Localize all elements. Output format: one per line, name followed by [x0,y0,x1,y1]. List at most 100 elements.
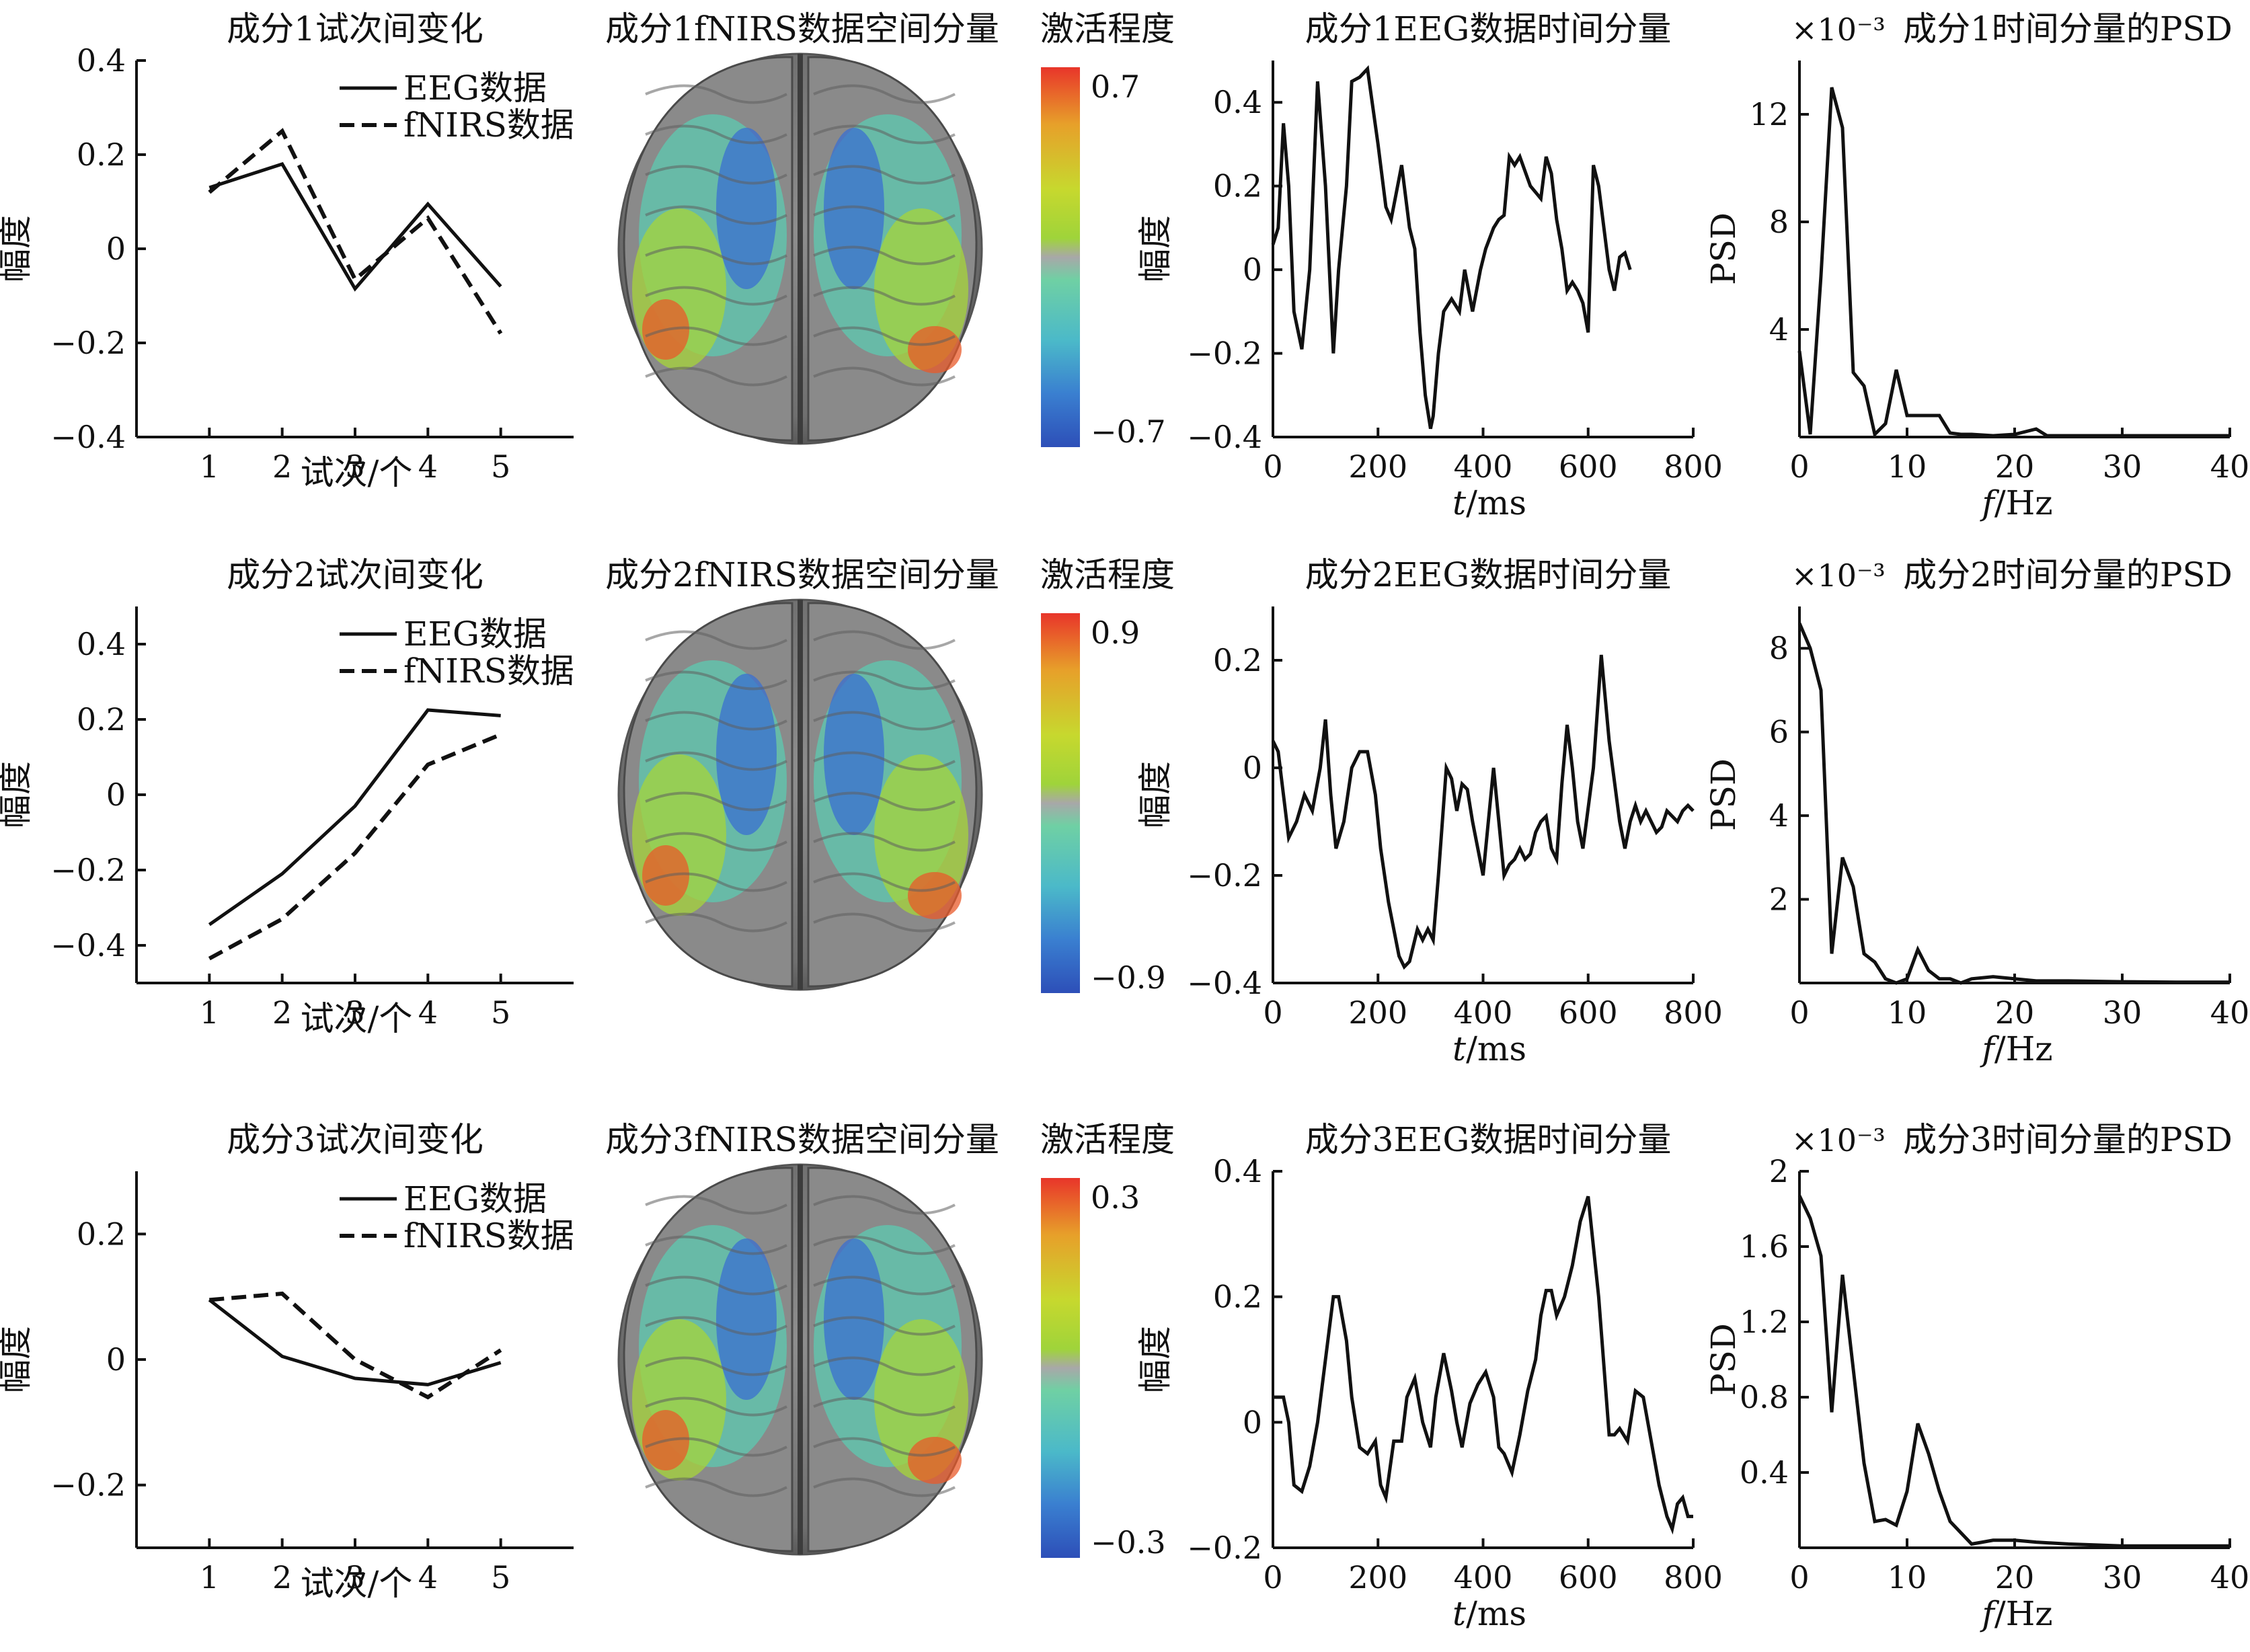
gyrus-line [813,1275,956,1296]
temporal-xlabel: t/ms [1452,1594,1526,1633]
series-line-fnirs [208,128,503,335]
y-tick-label: 0 [106,231,126,267]
y-tick-label: 0.8 [1740,1379,1789,1415]
x-tick-label: 800 [1664,1559,1723,1596]
x-tick-label: 5 [491,448,510,485]
legend-label-eeg: EEG数据 [403,69,547,108]
gyrus-line [645,245,787,266]
y-tick-label: 0 [106,777,126,813]
y-tick-label: 0.4 [1740,1454,1789,1491]
x-tick-label: 40 [2210,994,2250,1031]
y-tick-label: 2 [1769,1153,1789,1189]
x-tick-label: 1 [200,994,219,1031]
gyrus-line [813,751,956,771]
gyrus-line [645,832,787,852]
gyrus-line [813,245,956,266]
temporal-title: 成分2EEG数据时间分量 [1305,555,1672,594]
x-tick-label: 400 [1454,448,1513,485]
gyrus-line [813,670,956,691]
temporal-xlabel-var: t [1452,483,1467,522]
gyrus-line [813,832,956,852]
y-tick-label: −0.2 [50,325,126,361]
psd-xlabel: f/Hz [1979,1594,2052,1633]
y-tick-label: 1.6 [1740,1228,1789,1265]
psd-ylabel: PSD [1704,212,1743,285]
x-tick-label: 20 [1995,994,2035,1031]
x-tick-label: 30 [2103,1559,2142,1596]
colorbar-title: 激活程度 [1040,1120,1175,1159]
psd-panel: 成分1时间分量的PSD ×10⁻³ 4 8 12 0 10 20 30 40 f/Hz PSD [1704,9,2249,522]
colorbar-min-label: −0.9 [1091,959,1166,996]
gyrus-line [645,205,787,225]
gyrus-line [645,366,787,387]
x-tick-label: 40 [2210,1559,2250,1596]
gyrus-line [645,1195,787,1215]
gyrus-line [813,912,956,933]
colorbar-title: 激活程度 [1040,555,1175,594]
x-tick-label: 0 [1789,994,1809,1031]
temporal-ylabel: 幅度 [1136,761,1175,828]
y-tick-label: 4 [1769,311,1789,348]
trial-ylabel: 幅度 [0,215,35,282]
psd-xlabel-unit: /Hz [1994,1029,2053,1068]
gyrus-line [813,205,956,225]
gyrus-line [813,1195,956,1215]
psd-xlabel-unit: /Hz [1994,1594,2053,1633]
gyrus-line [645,1275,787,1296]
spatial-title: 成分2fNIRS数据空间分量 [605,555,999,594]
y-tick-label: 0.2 [77,1216,126,1252]
gyrus-line [645,1356,787,1376]
x-tick-label: 1 [200,448,219,485]
y-tick-label: 8 [1769,630,1789,666]
gyrus-line [813,1477,956,1497]
temporal-xlabel-var: t [1452,1594,1467,1633]
gyrus-line [645,1235,787,1255]
gyrus-line [813,1235,956,1255]
spatial-title: 成分1fNIRS数据空间分量 [605,9,999,48]
spatial-panel: 成分3fNIRS数据空间分量 激活程度 0.3 −0.3 [605,1120,1175,1561]
x-tick-label: 1 [200,1559,219,1596]
psd-xlabel: f/Hz [1979,1029,2052,1068]
temporal-xlabel-var: t [1452,1029,1467,1068]
activation-region [716,674,777,835]
psd-title: 成分3时间分量的PSD [1903,1120,2233,1159]
x-tick-label: 200 [1348,1559,1407,1596]
x-tick-label: 2 [272,448,292,485]
x-tick-label: 0 [1789,448,1809,485]
x-tick-label: 4 [418,448,438,485]
trial-xlabel: 试次/个 [301,999,413,1038]
row-3: 成分3试次间变化−0.200.21 2 3 4 5试次/个幅度EEG数据fNIRS数据成… [0,1120,2249,1633]
psd-title: 成分1时间分量的PSD [1903,9,2233,48]
x-tick-label: 0 [1263,994,1282,1031]
y-tick-label: −0.2 [50,852,126,888]
x-tick-label: 3 [345,1559,364,1596]
x-tick-label: 0 [1789,1559,1809,1596]
psd-scale-label: ×10⁻³ [1791,1122,1886,1158]
legend-label-fnirs: fNIRS数据 [403,106,574,145]
psd-scale-label: ×10⁻³ [1791,11,1886,48]
y-tick-label: 2 [1769,881,1789,918]
y-tick-label: 0.2 [1213,1279,1262,1315]
y-tick-label: 0.2 [77,701,126,738]
x-tick-label: 20 [1995,1559,2035,1596]
gyrus-line [645,670,787,691]
x-tick-label: 0 [1263,1559,1282,1596]
colorbar [1041,67,1080,447]
y-tick-label: 0 [1243,251,1262,288]
psd-title: 成分2时间分量的PSD [1903,555,2233,594]
y-tick-label: 0 [106,1341,126,1378]
temporal-ylabel: 幅度 [1136,1326,1175,1393]
gyrus-line [645,124,787,145]
gyrus-line [645,791,787,812]
gyrus-line [813,1397,956,1417]
legend-label-fnirs: fNIRS数据 [403,1216,574,1255]
y-tick-label: 0.2 [1213,642,1262,678]
colorbar-max-label: 0.9 [1091,615,1140,651]
temporal-xlabel-unit: /ms [1466,483,1526,522]
temporal-title: 成分3EEG数据时间分量 [1305,1120,1672,1159]
gyrus-line [645,1316,787,1336]
gyrus-line [813,1316,956,1336]
y-tick-label: 0.4 [77,626,126,662]
